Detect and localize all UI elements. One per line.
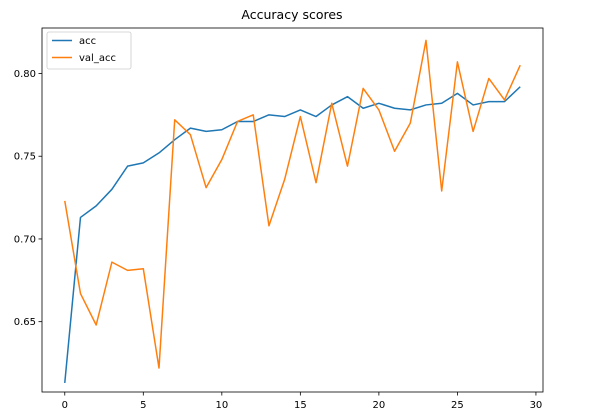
y-tick-label: 0.70 (14, 234, 36, 245)
x-tick-label: 30 (530, 400, 543, 411)
x-tick-label: 10 (215, 400, 228, 411)
legend: acc val_acc (46, 31, 132, 70)
y-tick-label: 0.75 (14, 152, 36, 163)
series-layer (64, 39, 521, 383)
x-tick-label: 20 (373, 400, 386, 411)
legend-label-acc: acc (79, 36, 96, 47)
x-tick-label: 0 (62, 400, 68, 411)
y-tick-label: 0.80 (14, 69, 36, 80)
plot-frame (41, 27, 544, 393)
y-tick-label: 0.65 (14, 317, 36, 328)
chart-title: Accuracy scores (241, 7, 342, 22)
x-tick-label: 25 (451, 400, 464, 411)
series-line-acc (64, 86, 521, 383)
axes-layer: 0 5 10 15 20 25 30 0.65 0.70 0.75 0.80 (14, 69, 543, 411)
legend-label-val-acc: val_acc (79, 53, 116, 64)
x-tick-label: 5 (140, 400, 146, 411)
series-line-val-acc (64, 39, 521, 369)
x-tick-label: 15 (294, 400, 307, 411)
